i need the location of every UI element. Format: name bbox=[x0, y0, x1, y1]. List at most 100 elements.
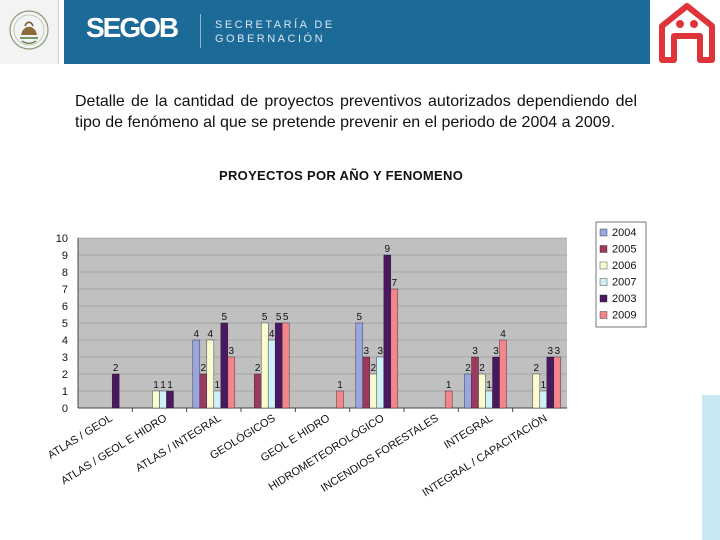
data-label: 3 bbox=[229, 346, 235, 357]
bar-2009 bbox=[499, 339, 507, 409]
data-label: 5 bbox=[262, 312, 268, 323]
y-tick-label: 3 bbox=[62, 352, 68, 364]
bar-2006 bbox=[369, 373, 378, 409]
bar-2004 bbox=[464, 373, 472, 409]
legend-swatch-2004 bbox=[599, 228, 608, 237]
bar-2006 bbox=[478, 373, 486, 409]
seal-logo bbox=[0, 0, 59, 64]
y-tick-label: 7 bbox=[62, 284, 68, 296]
legend-label: 2004 bbox=[612, 227, 636, 239]
data-label: 2 bbox=[479, 363, 485, 374]
bar-2004 bbox=[355, 322, 364, 409]
legend-swatch-2006 bbox=[599, 261, 608, 270]
bar-2007 bbox=[213, 390, 222, 409]
legend-label: 2003 bbox=[612, 293, 636, 305]
data-label: 1 bbox=[160, 380, 166, 391]
data-label: 1 bbox=[446, 380, 452, 391]
bar-2007 bbox=[376, 356, 385, 409]
legend-label: 2009 bbox=[612, 310, 636, 322]
data-label: 2 bbox=[113, 363, 119, 374]
y-tick-label: 8 bbox=[62, 267, 68, 279]
data-label: 2 bbox=[371, 363, 377, 374]
data-label: 1 bbox=[541, 380, 547, 391]
legend-swatch-2009 bbox=[599, 311, 608, 319]
legend-label: 2006 bbox=[612, 260, 636, 272]
bar-2006 bbox=[206, 339, 215, 409]
y-tick-label: 9 bbox=[62, 250, 68, 262]
secretaria-line-1: SECRETARÍA DE bbox=[215, 19, 335, 31]
data-label: 2 bbox=[255, 363, 261, 374]
category-label: ATLAS / GEOL E HIDRO bbox=[59, 412, 169, 487]
y-tick-label: 6 bbox=[62, 301, 68, 313]
data-label: 4 bbox=[500, 329, 506, 340]
y-tick-label: 0 bbox=[62, 403, 68, 415]
bar-2003 bbox=[492, 356, 500, 409]
data-label: 3 bbox=[472, 346, 478, 357]
data-label: 1 bbox=[486, 380, 492, 391]
data-label: 5 bbox=[357, 312, 363, 323]
data-label: 3 bbox=[555, 346, 561, 357]
data-label: 1 bbox=[215, 380, 221, 391]
eagle-seal-icon bbox=[9, 10, 49, 50]
legend-label: 2005 bbox=[612, 244, 636, 256]
bar-2009 bbox=[281, 322, 290, 409]
y-tick-label: 1 bbox=[62, 386, 68, 398]
bar-2009 bbox=[336, 390, 344, 409]
legend-label: 2007 bbox=[612, 277, 636, 289]
bar-2003 bbox=[546, 356, 555, 409]
data-label: 1 bbox=[337, 380, 343, 391]
bar-2006 bbox=[532, 373, 541, 409]
bar-2006 bbox=[260, 322, 269, 409]
y-tick-label: 5 bbox=[62, 318, 68, 330]
data-label: 9 bbox=[385, 244, 391, 255]
data-label: 7 bbox=[392, 278, 398, 289]
bar-2009 bbox=[390, 288, 399, 409]
bar-2003 bbox=[274, 322, 283, 409]
data-label: 3 bbox=[364, 346, 370, 357]
bar-2003 bbox=[383, 254, 392, 409]
data-label: 3 bbox=[493, 346, 499, 357]
data-label: 4 bbox=[194, 329, 200, 340]
bar-2009 bbox=[227, 356, 236, 409]
bar-2007 bbox=[485, 390, 493, 409]
y-tick-label: 10 bbox=[56, 233, 68, 245]
bar-2005 bbox=[253, 373, 262, 409]
bar-2009 bbox=[444, 390, 453, 409]
data-label: 4 bbox=[208, 329, 214, 340]
chart-title: PROYECTOS POR AÑO Y FENOMENO bbox=[219, 168, 464, 183]
legend-swatch-2005 bbox=[599, 245, 608, 253]
bar-2005 bbox=[199, 373, 208, 409]
side-decoration bbox=[702, 395, 720, 540]
data-label: 2 bbox=[534, 363, 540, 374]
logo-divider bbox=[200, 14, 201, 48]
y-tick-label: 4 bbox=[62, 335, 68, 347]
bar-2003 bbox=[166, 390, 174, 409]
segob-logo: SEGOB bbox=[86, 12, 179, 43]
bar-2007 bbox=[267, 339, 276, 409]
data-label: 1 bbox=[153, 380, 159, 391]
y-tick-label: 2 bbox=[62, 369, 68, 381]
category-label: INTEGRAL bbox=[442, 412, 495, 451]
bar-2006 bbox=[152, 390, 160, 409]
data-label: 2 bbox=[201, 363, 207, 374]
bar-2009 bbox=[553, 356, 562, 409]
header: SEGOB SECRETARÍA DE GOBERNACIÓN bbox=[0, 0, 720, 64]
data-label: 5 bbox=[222, 312, 228, 323]
bar-2005 bbox=[362, 356, 371, 409]
data-label: 5 bbox=[276, 312, 282, 323]
bar-2003 bbox=[220, 322, 229, 409]
legend-swatch-2003 bbox=[599, 294, 608, 303]
header-band bbox=[64, 0, 650, 64]
bar-2007 bbox=[539, 390, 548, 409]
bar-2004 bbox=[192, 339, 201, 409]
data-label: 4 bbox=[269, 329, 275, 340]
bar-2007 bbox=[159, 390, 167, 409]
bar-2003 bbox=[111, 373, 120, 409]
data-label: 3 bbox=[378, 346, 384, 357]
data-label: 5 bbox=[283, 312, 289, 323]
house-people-icon bbox=[659, 3, 715, 63]
intro-paragraph: Detalle de la cantidad de proyectos prev… bbox=[75, 93, 637, 131]
bar-2005 bbox=[471, 356, 479, 409]
data-label: 2 bbox=[465, 363, 471, 374]
